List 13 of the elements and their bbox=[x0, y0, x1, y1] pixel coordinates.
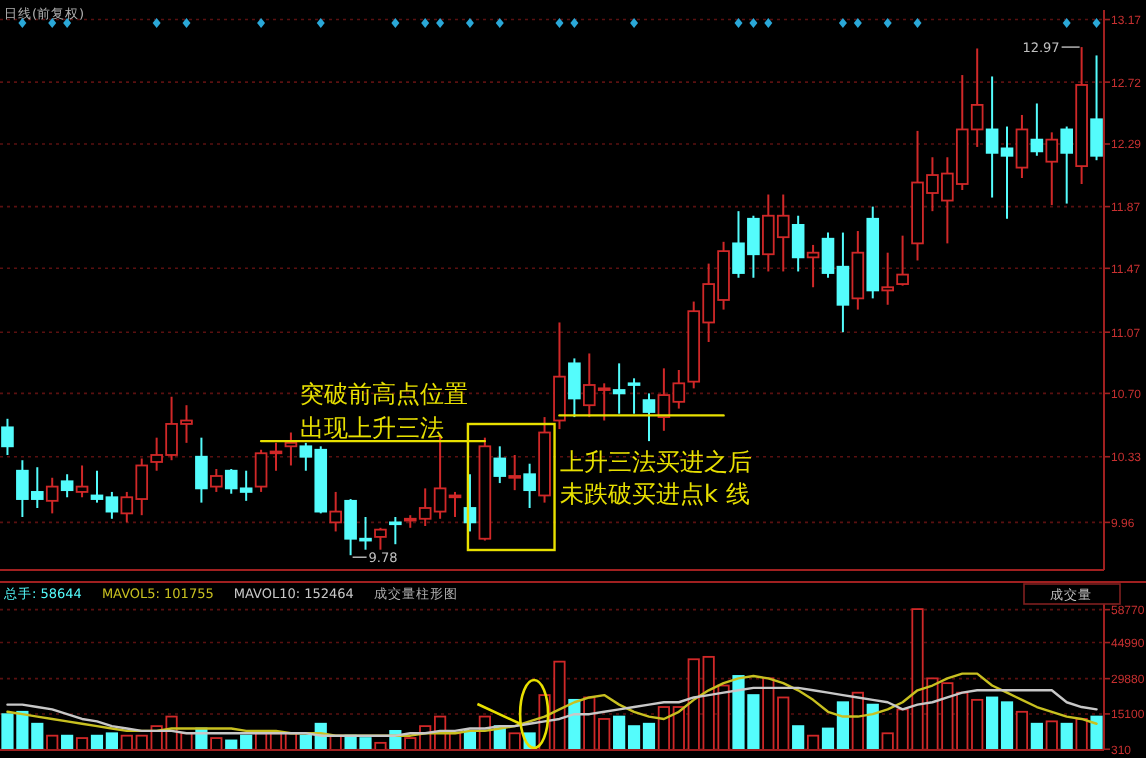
annotation: 出现上升三法 bbox=[300, 414, 444, 442]
bar bbox=[1090, 715, 1103, 751]
line-series bbox=[6, 686, 1098, 737]
line-series bbox=[6, 672, 1098, 737]
bar bbox=[1030, 722, 1043, 751]
annotation: 突破前高点位置 bbox=[300, 380, 468, 408]
bar bbox=[1015, 710, 1029, 751]
annotation: 未跌破买进点k 线 bbox=[560, 480, 750, 508]
bar bbox=[508, 732, 521, 751]
bar bbox=[1045, 720, 1058, 751]
annotation: 上升三法买进之后 bbox=[560, 448, 752, 476]
bar bbox=[1060, 722, 1073, 751]
bar bbox=[792, 725, 805, 751]
